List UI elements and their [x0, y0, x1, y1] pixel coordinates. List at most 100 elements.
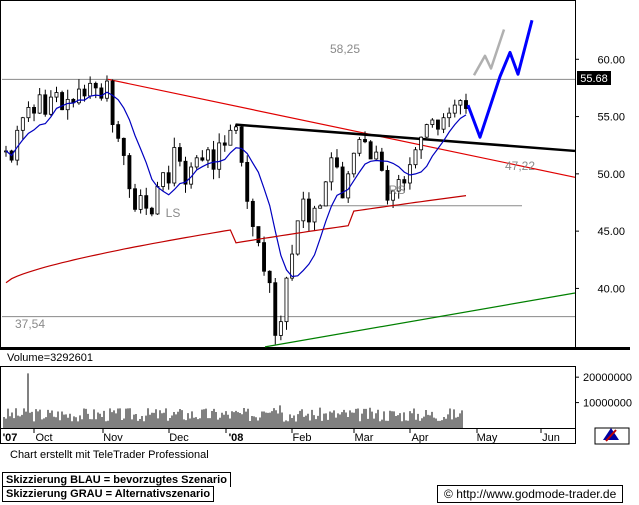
- candle: [234, 123, 238, 135]
- candle: [110, 79, 115, 133]
- candle: [424, 123, 429, 138]
- candle: [239, 124, 244, 167]
- candle: [447, 107, 452, 128]
- candle: [82, 84, 87, 102]
- candle: [335, 149, 339, 169]
- candle: [262, 236, 266, 276]
- x-tick-label: Oct: [35, 432, 52, 444]
- candle: [26, 101, 31, 122]
- candle: [385, 165, 390, 205]
- candle: [217, 133, 222, 179]
- y-tick-label: 45.00: [597, 226, 625, 238]
- moving-average-short: [5, 91, 467, 278]
- scenario-blue-sketch: [466, 19, 534, 139]
- y-tick-label: 55.00: [597, 112, 625, 124]
- moving-average-long: [5, 195, 467, 284]
- volume-tick-label: 20000000: [583, 372, 632, 384]
- candle: [312, 205, 317, 231]
- y-tick-label: 40.00: [597, 283, 625, 295]
- candle: [138, 189, 143, 214]
- candle: [37, 88, 42, 114]
- candle: [267, 270, 272, 293]
- candle: [363, 131, 367, 144]
- volume-tick-label: 10000000: [583, 398, 632, 410]
- candle: [200, 150, 205, 162]
- candle: [105, 75, 109, 102]
- candle: [222, 135, 227, 152]
- annotation-47-22: 47,22: [505, 159, 535, 173]
- candle: [273, 277, 278, 345]
- candle: [228, 124, 233, 146]
- candle: [144, 187, 149, 215]
- x-tick-label: Mar: [355, 432, 374, 444]
- last-price-value: 55.68: [580, 73, 608, 85]
- candle: [211, 140, 216, 180]
- candle: [329, 152, 334, 191]
- chart-tool-icon[interactable]: [603, 428, 619, 442]
- candle: [374, 145, 379, 160]
- candle: [116, 120, 121, 142]
- candle: [43, 89, 48, 117]
- candle: [306, 192, 311, 231]
- candle: [323, 181, 328, 207]
- candle: [464, 93, 468, 114]
- candle: [166, 165, 171, 190]
- volume-label: Volume=3292601: [7, 352, 93, 364]
- copyright-symbol: ©: [444, 487, 453, 501]
- label-right-shoulder: RS: [389, 183, 406, 197]
- candle: [161, 172, 166, 191]
- candle: [183, 156, 188, 193]
- trendline-red-downtrend: [107, 78, 576, 178]
- x-tick-label: May: [477, 432, 498, 444]
- candle: [194, 155, 199, 170]
- label-left-shoulder: LS: [166, 206, 181, 220]
- candle: [441, 113, 446, 134]
- annotation-37-54: 37,54: [15, 317, 45, 331]
- candle: [177, 142, 182, 167]
- candle: [127, 153, 132, 198]
- legend-gray-scenario: Skizzierung GRAU = Alternativszenario: [2, 486, 215, 502]
- annotation-58-25: 58,25: [330, 42, 360, 56]
- candle: [458, 99, 463, 115]
- last-price-badge: [577, 71, 611, 85]
- candle: [295, 220, 300, 256]
- candle: [32, 104, 36, 122]
- candle: [250, 198, 255, 237]
- candle: [430, 118, 435, 128]
- candle: [290, 244, 295, 281]
- x-tick-label: '07: [3, 432, 18, 444]
- candle: [133, 183, 137, 212]
- candle: [48, 90, 53, 116]
- y-tick-label: 60.00: [597, 54, 625, 66]
- candle: [245, 155, 250, 209]
- y-tick-label: 50.00: [597, 169, 625, 181]
- candle: [351, 152, 356, 178]
- candle: [419, 136, 424, 159]
- candle: [452, 99, 457, 118]
- candle: [54, 86, 59, 103]
- x-tick-label: Jun: [542, 432, 560, 444]
- candle: [284, 276, 289, 330]
- candle: [20, 116, 25, 140]
- candle: [206, 147, 210, 169]
- x-tick-label: Feb: [293, 432, 312, 444]
- candle: [278, 315, 283, 341]
- candle: [256, 226, 261, 247]
- x-tick-label: '08: [229, 432, 244, 444]
- candle: [357, 137, 362, 157]
- x-tick-label: Dec: [169, 432, 189, 444]
- candle: [402, 176, 407, 193]
- volume-panel: [0, 366, 576, 429]
- x-tick-label: Apr: [411, 432, 428, 444]
- candle: [301, 191, 306, 229]
- url-link[interactable]: © http://www.godmode-trader.de: [437, 485, 624, 503]
- candle: [318, 204, 323, 209]
- candle: [121, 137, 126, 166]
- url-text: http://www.godmode-trader.de: [456, 487, 617, 501]
- x-tick-label: Nov: [103, 432, 123, 444]
- candle: [368, 140, 373, 160]
- legend-blue-scenario: Skizzierung BLAU = bevorzugtes Szenario: [2, 472, 231, 487]
- candle: [396, 174, 401, 199]
- candle: [99, 83, 104, 101]
